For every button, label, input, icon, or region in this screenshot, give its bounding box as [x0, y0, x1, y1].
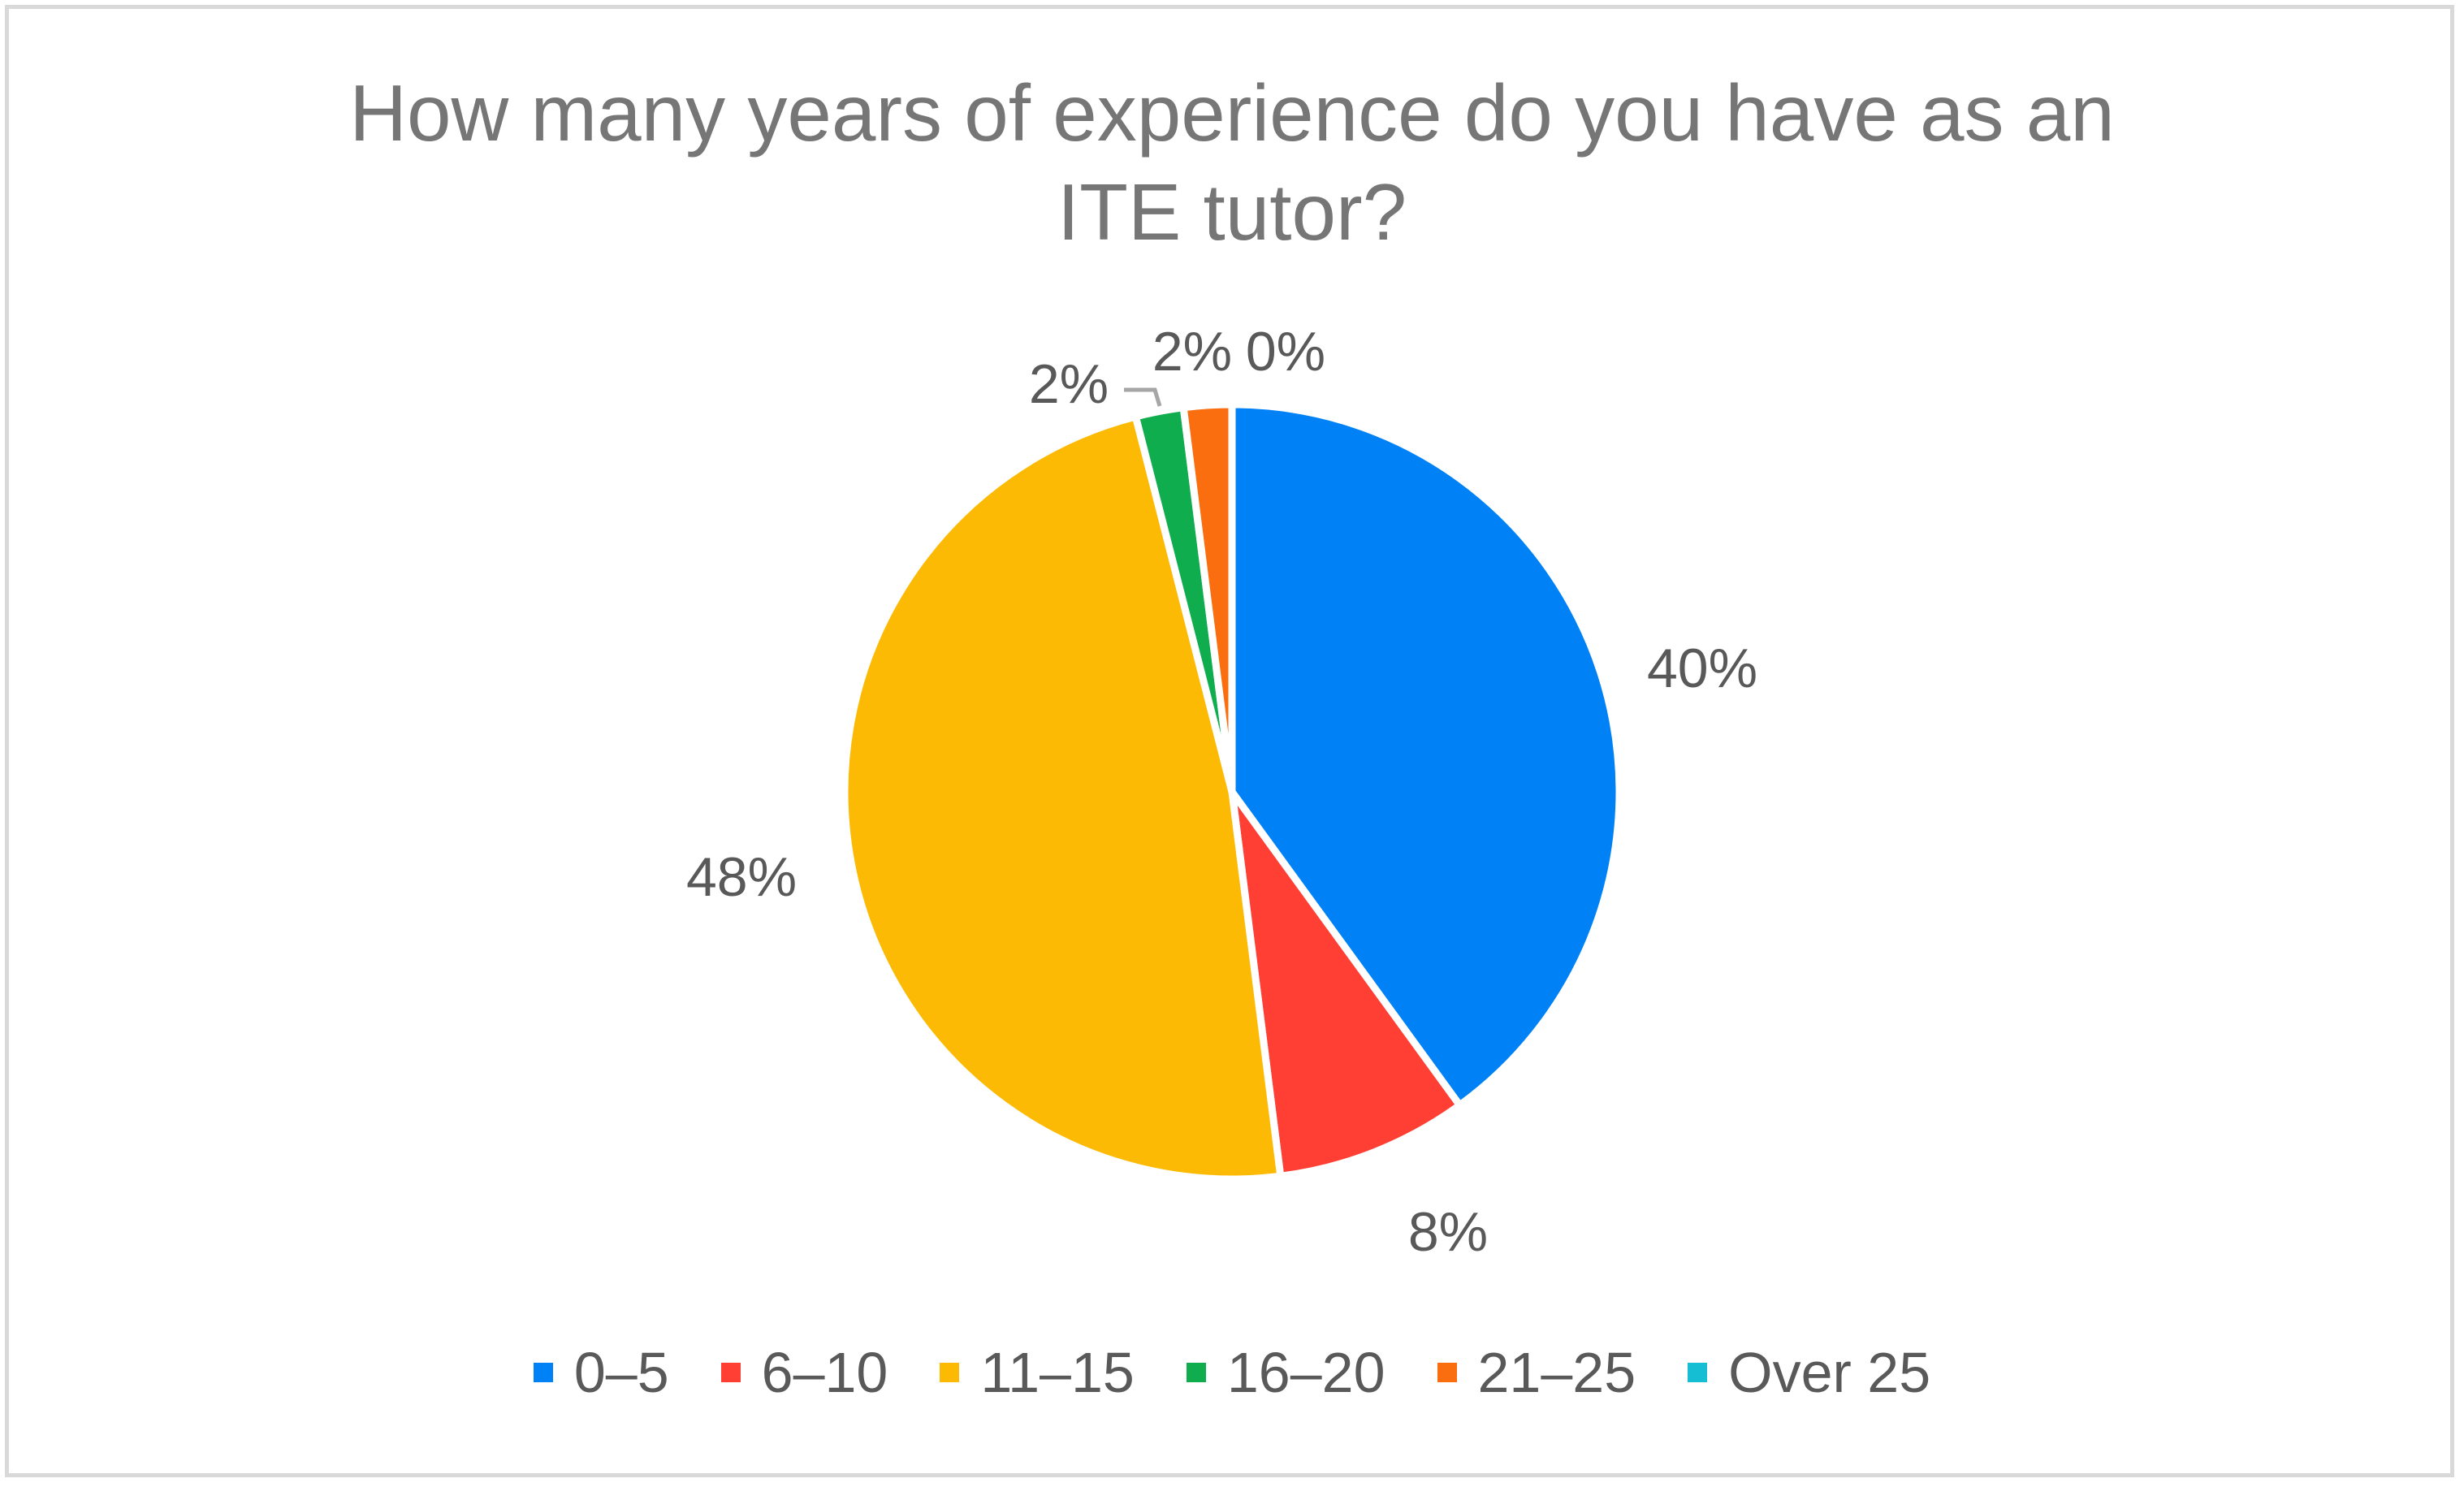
- legend: 0–5 6–10 11–15 16–20 21–25 Over 25: [0, 1340, 2464, 1405]
- pie-slices: [841, 400, 1623, 1183]
- legend-label-4: 16–20: [1226, 1341, 1385, 1404]
- legend-swatch-6: [1688, 1363, 1708, 1382]
- pie-slice-5: [1179, 400, 1236, 796]
- chart-title-line-1: How many years of experience do you have…: [349, 68, 2115, 158]
- data-label-6: 0%: [1246, 321, 1325, 383]
- legend-swatch-4: [1186, 1363, 1206, 1382]
- legend-item-3: 11–15: [940, 1340, 1135, 1405]
- data-label-2: 8%: [1408, 1201, 1488, 1263]
- legend-label-2: 6–10: [761, 1341, 888, 1404]
- legend-swatch-1: [533, 1363, 553, 1382]
- legend-item-4: 16–20: [1186, 1340, 1385, 1405]
- chart-title-line-2: ITE tutor?: [1057, 167, 1407, 257]
- legend-swatch-2: [720, 1363, 741, 1382]
- chart-title: How many years of experience do you have…: [0, 63, 2464, 262]
- legend-swatch-3: [940, 1363, 960, 1382]
- data-label-4: 2%: [1029, 353, 1109, 415]
- legend-swatch-5: [1437, 1363, 1457, 1382]
- legend-item-2: 6–10: [720, 1340, 888, 1405]
- leader-line-16-20: [1124, 387, 1162, 407]
- leader-lines: [1124, 387, 1162, 407]
- legend-label-6: Over 25: [1728, 1341, 1931, 1404]
- data-labels: 40%8%48%2%2% 0%: [686, 321, 1757, 1263]
- data-label-3: 48%: [686, 846, 797, 908]
- legend-label-1: 0–5: [573, 1341, 669, 1404]
- pie-slice-3: [841, 413, 1285, 1183]
- legend-item-5: 21–25: [1437, 1340, 1636, 1405]
- legend-item-6: Over 25: [1688, 1340, 1930, 1405]
- data-label-5: 2%: [1152, 321, 1232, 383]
- data-label-1: 40%: [1647, 638, 1757, 699]
- pie-slice-2: [1228, 788, 1463, 1180]
- legend-item-1: 0–5: [533, 1340, 669, 1405]
- pie-slice-1: [1228, 400, 1623, 1109]
- legend-label-5: 21–25: [1477, 1341, 1636, 1404]
- legend-label-3: 11–15: [980, 1341, 1135, 1404]
